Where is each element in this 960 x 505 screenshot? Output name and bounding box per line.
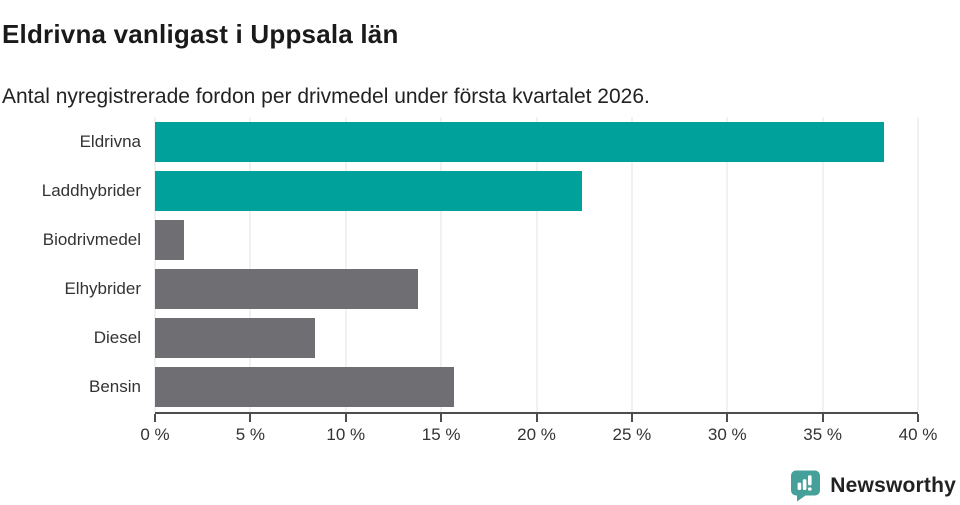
category-label-laddhybrider: Laddhybrider	[41, 180, 141, 200]
plot-area: 0 % 5 % 10 % 15 % 20 % 25 % 30 % 35 % 40 %	[140, 117, 937, 444]
bar-elhybrider	[155, 269, 419, 310]
newsworthy-wordmark: Newsworthy	[830, 473, 956, 497]
gridline	[154, 117, 156, 412]
x-axis-tick	[440, 414, 443, 422]
x-axis-tick	[917, 414, 919, 422]
gridline	[917, 117, 919, 412]
x-axis-tick	[249, 414, 252, 422]
x-axis-tick-label: 40 %	[898, 425, 938, 444]
category-labels: Eldrivna Laddhybrider Biodrivmedel Elhybrid…	[0, 117, 141, 412]
x-axis-tick	[154, 414, 156, 422]
x-axis-tick-label: 0 %	[140, 425, 170, 444]
x-axis-tick-label: 20 %	[517, 425, 556, 444]
x-axis-tick-label: 15 %	[421, 425, 461, 444]
chart-title: Eldrivna vanligast i Uppsala län	[2, 19, 399, 50]
gridline	[249, 117, 251, 412]
x-axis-tick-label: 30 %	[707, 425, 747, 444]
gridline	[345, 117, 347, 412]
x-axis-tick	[344, 414, 347, 422]
x-axis-tick	[726, 414, 729, 422]
x-axis-tick-label: 25 %	[612, 425, 652, 444]
x-axis-tick-label: 5 %	[235, 425, 266, 444]
x-axis-tick	[821, 414, 824, 422]
newsworthy-logo: Newsworthy	[789, 469, 956, 502]
category-label-eldrivna: Eldrivna	[79, 131, 141, 151]
gridline	[726, 117, 728, 412]
x-axis-tick	[630, 414, 633, 422]
x-axis-tick-label: 35 %	[803, 425, 842, 444]
bar-bensin	[155, 367, 455, 408]
gridline	[440, 117, 442, 412]
category-label-biodrivmedel: Biodrivmedel	[42, 229, 141, 249]
category-label-elhybrider: Elhybrider	[64, 279, 141, 299]
bar-eldrivna	[155, 121, 884, 162]
bar-laddhybrider	[155, 170, 583, 211]
gridline	[631, 117, 633, 412]
category-label-bensin: Bensin	[89, 377, 141, 397]
gridline	[536, 117, 537, 412]
bar-diesel	[155, 318, 316, 359]
x-axis-tick-label: 10 %	[326, 425, 366, 444]
category-label-diesel: Diesel	[93, 328, 141, 348]
chart-subtitle: Antal nyregistrerade fordon per drivmede…	[2, 85, 650, 108]
bar-biodrivmedel	[155, 219, 184, 260]
x-axis-tick	[535, 414, 538, 422]
newsworthy-logo-icon	[789, 469, 822, 502]
gridline	[822, 117, 824, 412]
